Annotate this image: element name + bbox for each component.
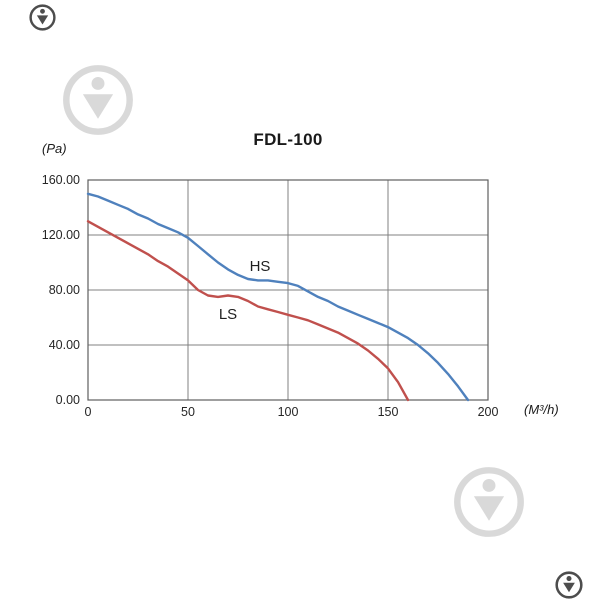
y-tick-label: 0.00: [56, 393, 80, 407]
series-label-ls: LS: [219, 306, 237, 323]
watermark-pin-logo-icon: [555, 571, 583, 599]
series-label-hs: HS: [250, 258, 271, 275]
y-tick-label: 160.00: [42, 173, 80, 187]
series-curve-ls: [86, 220, 410, 402]
x-tick-label: 200: [478, 405, 499, 419]
x-tick-label: 150: [378, 405, 399, 419]
watermark-pin-logo-icon: [63, 65, 133, 135]
plot-frame: [87, 179, 489, 401]
watermark-pin-logo-icon: [453, 466, 525, 538]
y-tick-label: 80.00: [49, 283, 80, 297]
x-tick-label: 50: [181, 405, 195, 419]
watermark-pin-logo-icon: [29, 4, 56, 31]
x-axis-unit-label: (M³/h): [524, 402, 559, 417]
watermark-pin-logo-icon: [555, 571, 583, 599]
y-tick-label: 120.00: [42, 228, 80, 242]
x-tick-label: 100: [278, 405, 299, 419]
watermark-pin-logo-icon: [454, 467, 524, 537]
chart-title: FDL-100: [253, 130, 323, 149]
series-curve-hs: [86, 192, 470, 402]
y-tick-label: 40.00: [49, 338, 80, 352]
watermark-pin-logo-icon: [62, 64, 134, 136]
watermark-pin-logo-icon: [29, 4, 56, 31]
y-axis-unit-label: (Pa): [42, 141, 67, 156]
x-tick-label: 0: [85, 405, 92, 419]
